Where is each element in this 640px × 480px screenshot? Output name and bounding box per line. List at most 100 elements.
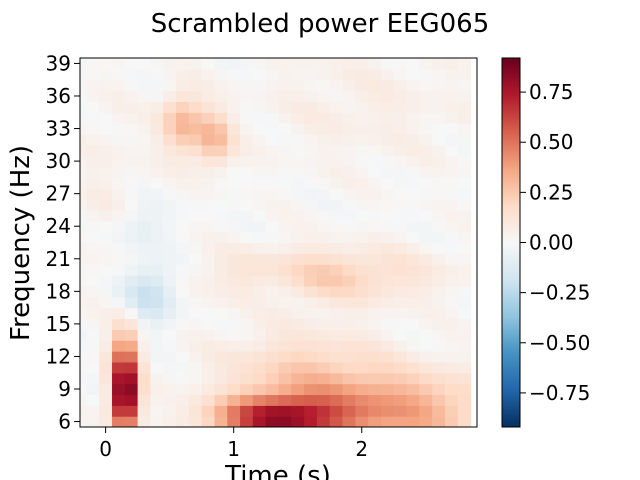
heatmap-cell (80, 123, 88, 135)
heatmap-cell (419, 264, 433, 276)
heatmap-cell (444, 416, 459, 427)
heatmap-cell (150, 177, 164, 189)
heatmap-cell (176, 112, 190, 124)
heatmap-cell (99, 144, 113, 157)
heatmap-cell (124, 351, 139, 363)
heatmap-cell (329, 199, 344, 211)
heatmap-cell (368, 231, 382, 244)
heatmap-cell (355, 90, 369, 103)
heatmap-cell (240, 101, 254, 113)
heatmap-cell (214, 285, 228, 298)
heatmap-cell (406, 296, 420, 309)
heatmap-cell (176, 209, 190, 222)
heatmap-cell (137, 209, 152, 222)
heatmap-cell (201, 275, 216, 287)
heatmap-cell (137, 220, 152, 233)
heatmap-cell (137, 231, 152, 244)
heatmap-cell (150, 79, 164, 92)
heatmap-cell (304, 231, 318, 244)
heatmap-cell (457, 79, 472, 92)
heatmap-cell (188, 242, 203, 254)
heatmap-cell (329, 220, 344, 233)
heatmap-cell (124, 242, 139, 254)
heatmap-cell (188, 90, 203, 103)
heatmap-cell (252, 351, 267, 363)
heatmap-cell (252, 275, 267, 287)
heatmap-cell (252, 405, 267, 417)
heatmap-cell (368, 329, 382, 341)
heatmap-cell (316, 79, 331, 92)
heatmap-cell (419, 123, 433, 135)
heatmap-cell (444, 68, 459, 81)
heatmap-cell (278, 285, 292, 298)
heatmap-cell (227, 101, 241, 113)
heatmap-cell (393, 79, 408, 92)
heatmap-cell (124, 101, 139, 113)
heatmap-cell (355, 253, 369, 265)
heatmap-cell (99, 231, 113, 244)
heatmap-cell (432, 58, 446, 70)
heatmap-cell (265, 58, 280, 70)
heatmap-cell (99, 79, 113, 92)
heatmap-cell (393, 383, 408, 396)
heatmap-cell (163, 307, 177, 320)
heatmap-cell (201, 188, 216, 200)
heatmap-cell (240, 188, 254, 200)
heatmap-cell (227, 416, 241, 427)
heatmap-cell (304, 405, 318, 417)
heatmap-cell (419, 372, 433, 385)
heatmap-cell (112, 123, 126, 135)
heatmap-cell (163, 394, 177, 406)
heatmap-cell (380, 394, 395, 406)
heatmap-cell (124, 340, 139, 352)
heatmap-cell (99, 285, 113, 298)
heatmap-cell (304, 123, 318, 135)
heatmap-cell (393, 275, 408, 287)
heatmap-cell (291, 383, 305, 396)
heatmap-cell (291, 101, 305, 113)
heatmap-cell (419, 209, 433, 222)
heatmap-cell (278, 79, 292, 92)
heatmap-cell (291, 144, 305, 157)
heatmap-cell (86, 155, 100, 168)
heatmap-cell (304, 329, 318, 341)
heatmap-cell (291, 264, 305, 276)
heatmap-cell (176, 166, 190, 178)
heatmap-cell (80, 285, 88, 298)
heatmap-cell (150, 133, 164, 146)
heatmap-cell (291, 361, 305, 374)
y-tick-label: 6 (58, 410, 71, 434)
heatmap-cell (265, 123, 280, 135)
heatmap-cell (291, 123, 305, 135)
heatmap-cell (368, 394, 382, 406)
heatmap-cell (329, 209, 344, 222)
heatmap-cell (355, 101, 369, 113)
heatmap-cell (329, 329, 344, 341)
colorbar-tick-label: 0.50 (529, 130, 574, 154)
heatmap-cell (188, 58, 203, 70)
heatmap-cell (227, 340, 241, 352)
heatmap-cell (432, 275, 446, 287)
heatmap-cell (342, 199, 356, 211)
heatmap-cell (368, 68, 382, 81)
heatmap-cell (329, 123, 344, 135)
heatmap-cell (457, 133, 472, 146)
heatmap-cell (393, 177, 408, 189)
heatmap-cell (227, 394, 241, 406)
heatmap-cell (188, 123, 203, 135)
heatmap-cell (112, 329, 126, 341)
heatmap-cell (291, 307, 305, 320)
heatmap-cell (112, 133, 126, 146)
heatmap-cell (355, 58, 369, 70)
heatmap-cell (176, 68, 190, 81)
heatmap-cell (393, 264, 408, 276)
heatmap-cell (80, 318, 88, 330)
heatmap-cell (163, 166, 177, 178)
heatmap-cell (176, 285, 190, 298)
heatmap-cell (124, 383, 139, 396)
heatmap-cell (86, 275, 100, 287)
heatmap-cell (124, 329, 139, 341)
heatmap-cell (368, 296, 382, 309)
heatmap-cell (112, 372, 126, 385)
heatmap-cell (214, 231, 228, 244)
